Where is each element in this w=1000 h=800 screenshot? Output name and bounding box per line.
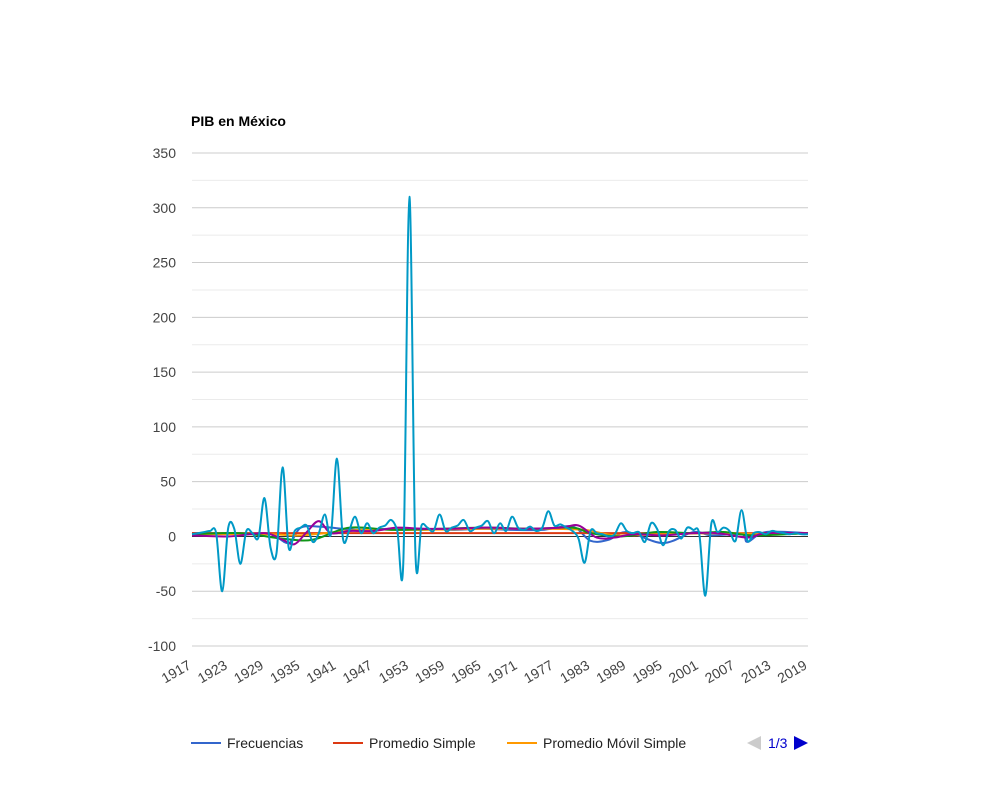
y-tick-label: 250 (153, 255, 177, 271)
y-tick-label: -50 (156, 583, 176, 599)
chart-title: PIB en México (191, 113, 286, 129)
y-tick-label: 200 (153, 309, 177, 325)
x-tick-label: 1953 (376, 657, 411, 687)
y-axis-ticks: -100 -50 0 50 100 150 200 250 300 350 (148, 145, 176, 654)
legend-label: Frecuencias (227, 735, 303, 751)
x-tick-label: 2013 (738, 657, 773, 687)
x-tick-label: 1977 (521, 657, 556, 687)
x-tick-label: 1923 (195, 657, 230, 687)
y-tick-label: 100 (153, 419, 177, 435)
series-line-6 (191, 195, 809, 597)
grid-lines (192, 152, 808, 647)
legend-label: Promedio Simple (369, 735, 476, 751)
x-tick-label: 1965 (448, 657, 483, 687)
y-tick-label: -100 (148, 638, 176, 654)
x-tick-label: 2001 (666, 657, 701, 687)
y-tick-label: 150 (153, 364, 177, 380)
y-tick-label: 300 (153, 200, 177, 216)
x-axis-ticks: 1917 1923 1929 1935 1941 1947 1953 1959 1965 1971… (159, 657, 810, 687)
x-tick-label: 1941 (303, 657, 338, 687)
legend: Frecuencias Promedio Simple Promedio Móvil… (191, 735, 686, 751)
x-tick-label: 1959 (412, 657, 447, 687)
x-tick-label: 1983 (557, 657, 592, 687)
x-tick-label: 1947 (340, 657, 375, 687)
series-lines (191, 195, 809, 597)
x-tick-label: 2007 (702, 657, 737, 687)
x-tick-label: 1935 (267, 657, 302, 687)
x-tick-label: 1917 (159, 657, 194, 687)
legend-prev-icon[interactable] (747, 736, 761, 750)
legend-next-icon[interactable] (794, 736, 808, 750)
y-tick-label: 350 (153, 145, 177, 161)
x-tick-label: 1929 (231, 657, 266, 687)
legend-page-indicator: 1/3 (768, 735, 788, 751)
x-tick-label: 2019 (775, 657, 810, 687)
x-tick-label: 1995 (630, 657, 665, 687)
legend-label: Promedio Móvil Simple (543, 735, 686, 751)
series-line-5 (191, 520, 809, 546)
x-tick-label: 1971 (485, 657, 520, 687)
y-tick-label: 0 (168, 528, 176, 544)
y-tick-label: 50 (160, 474, 176, 490)
x-tick-label: 1989 (593, 657, 628, 687)
legend-pager: 1/3 (747, 735, 808, 751)
